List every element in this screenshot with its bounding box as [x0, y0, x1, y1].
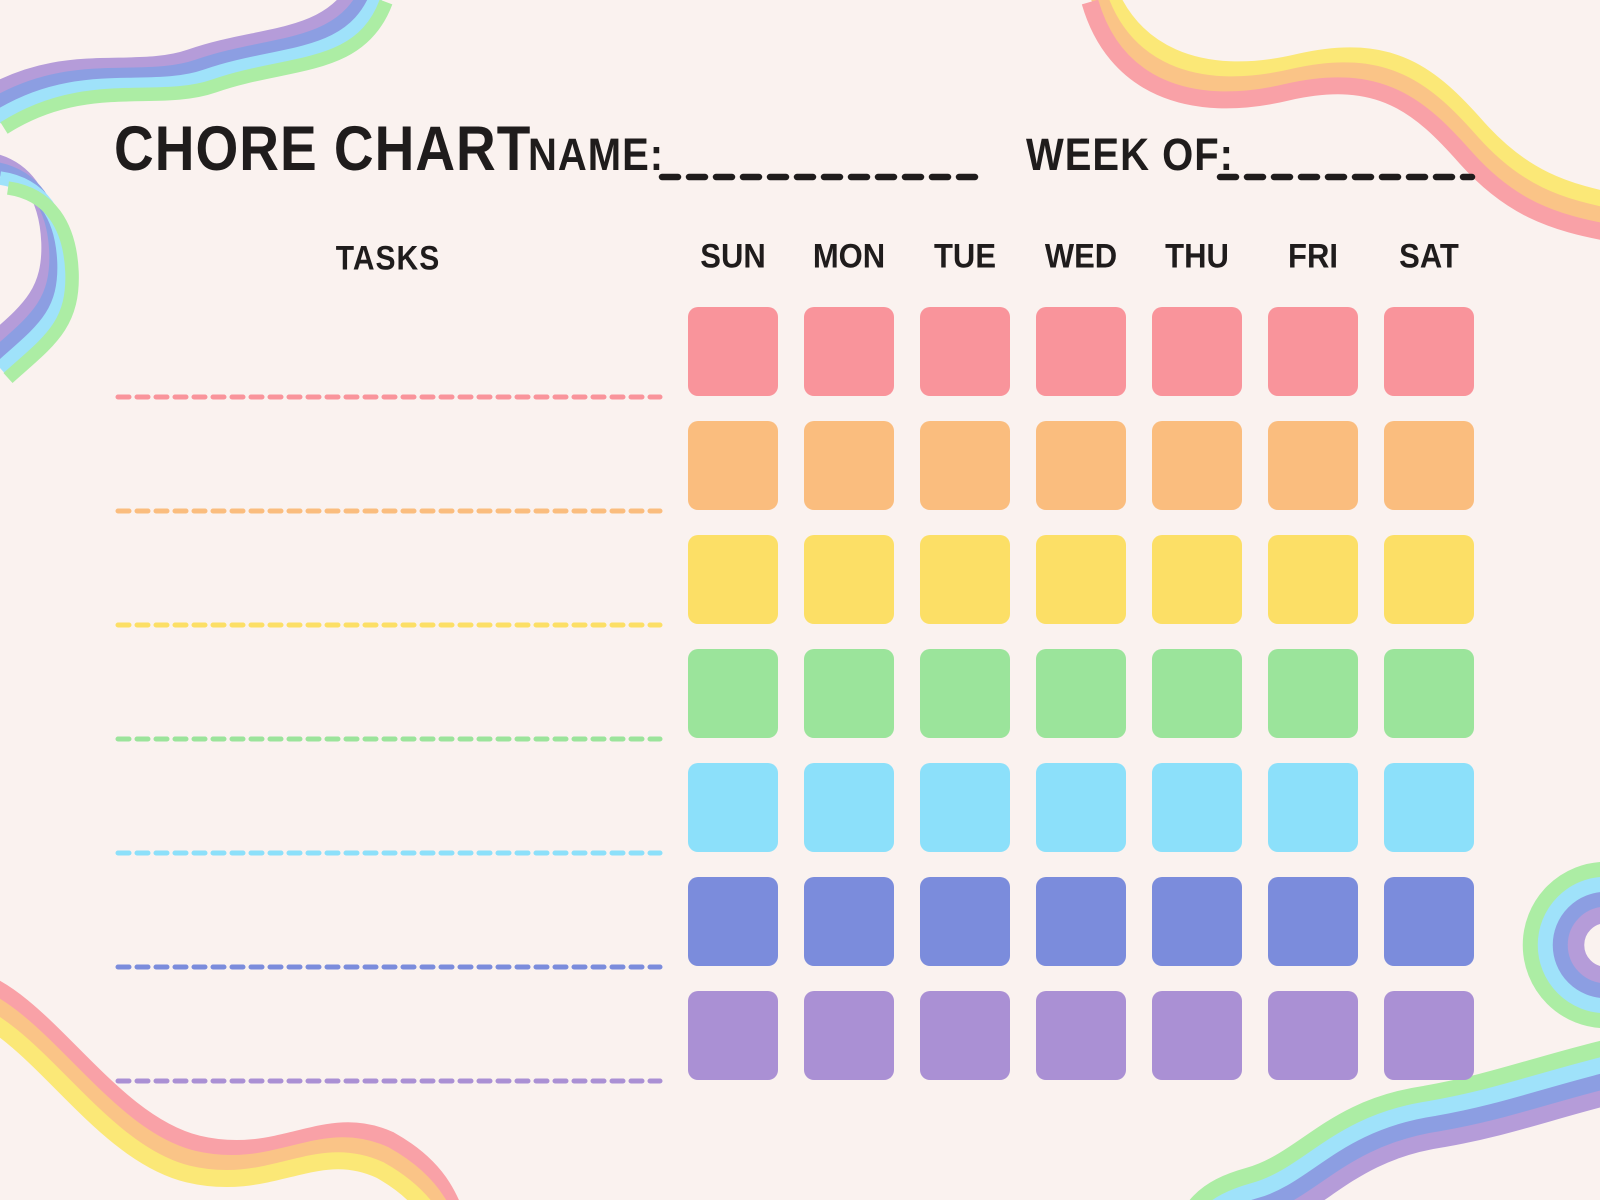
chore-grid [688, 307, 1474, 1080]
check-cell-orange-thu[interactable] [1152, 421, 1242, 510]
check-cell-orange-mon[interactable] [804, 421, 894, 510]
check-cell-red-sun[interactable] [688, 307, 778, 396]
check-cell-purple-mon[interactable] [804, 991, 894, 1080]
check-cell-yellow-tue[interactable] [920, 535, 1010, 624]
day-header-sat: SAT [1399, 236, 1459, 276]
check-cell-indigo-mon[interactable] [804, 877, 894, 966]
check-cell-sky-blue-sun[interactable] [688, 763, 778, 852]
check-cell-yellow-fri[interactable] [1268, 535, 1358, 624]
rainbow-ribbon-top-right [1081, 0, 1600, 240]
rainbow-ribbon-bottom-right [1189, 861, 1600, 1200]
check-cell-purple-sat[interactable] [1384, 991, 1474, 1080]
check-cell-red-thu[interactable] [1152, 307, 1242, 396]
check-cell-yellow-mon[interactable] [804, 535, 894, 624]
check-cell-indigo-thu[interactable] [1152, 877, 1242, 966]
check-cell-indigo-sat[interactable] [1384, 877, 1474, 966]
check-cell-orange-tue[interactable] [920, 421, 1010, 510]
week-of-label: WEEK OF: [1026, 130, 1234, 181]
check-cell-indigo-tue[interactable] [920, 877, 1010, 966]
check-cell-sky-blue-thu[interactable] [1152, 763, 1242, 852]
check-cell-green-thu[interactable] [1152, 649, 1242, 738]
check-cell-green-sat[interactable] [1384, 649, 1474, 738]
check-cell-orange-sat[interactable] [1384, 421, 1474, 510]
check-cell-indigo-fri[interactable] [1268, 877, 1358, 966]
day-header-mon: MON [812, 236, 886, 276]
check-cell-red-tue[interactable] [920, 307, 1010, 396]
check-cell-red-wed[interactable] [1036, 307, 1126, 396]
check-cell-yellow-sun[interactable] [688, 535, 778, 624]
name-label: NAME: [528, 130, 665, 181]
check-cell-orange-sun[interactable] [688, 421, 778, 510]
page-title: CHORE CHART [114, 113, 532, 184]
check-cell-yellow-sat[interactable] [1384, 535, 1474, 624]
check-cell-green-wed[interactable] [1036, 649, 1126, 738]
check-cell-indigo-sun[interactable] [688, 877, 778, 966]
check-cell-purple-fri[interactable] [1268, 991, 1358, 1080]
check-cell-red-mon[interactable] [804, 307, 894, 396]
rainbow-ribbon-top-left [0, 0, 393, 384]
check-cell-green-sun[interactable] [688, 649, 778, 738]
check-cell-purple-wed[interactable] [1036, 991, 1126, 1080]
day-header-wed: WED [1044, 236, 1118, 276]
check-cell-red-fri[interactable] [1268, 307, 1358, 396]
check-cell-sky-blue-wed[interactable] [1036, 763, 1126, 852]
day-header-sun: SUN [700, 236, 766, 276]
check-cell-sky-blue-fri[interactable] [1268, 763, 1358, 852]
day-header-fri: FRI [1288, 236, 1338, 276]
day-header-thu: THU [1165, 236, 1229, 276]
check-cell-sky-blue-mon[interactable] [804, 763, 894, 852]
check-cell-yellow-wed[interactable] [1036, 535, 1126, 624]
check-cell-purple-thu[interactable] [1152, 991, 1242, 1080]
rainbow-ribbon-bottom-left [0, 981, 459, 1200]
check-cell-sky-blue-sat[interactable] [1384, 763, 1474, 852]
check-cell-yellow-thu[interactable] [1152, 535, 1242, 624]
day-header-row: SUN MON TUE WED THU FRI SAT [688, 236, 1474, 275]
task-lines [115, 394, 663, 1084]
tasks-column-header: TASKS [335, 240, 441, 278]
check-cell-green-mon[interactable] [804, 649, 894, 738]
check-cell-indigo-wed[interactable] [1036, 877, 1126, 966]
check-cell-sky-blue-tue[interactable] [920, 763, 1010, 852]
check-cell-red-sat[interactable] [1384, 307, 1474, 396]
check-cell-green-tue[interactable] [920, 649, 1010, 738]
check-cell-orange-wed[interactable] [1036, 421, 1126, 510]
check-cell-purple-tue[interactable] [920, 991, 1010, 1080]
day-header-tue: TUE [934, 236, 996, 276]
check-cell-purple-sun[interactable] [688, 991, 778, 1080]
check-cell-orange-fri[interactable] [1268, 421, 1358, 510]
check-cell-green-fri[interactable] [1268, 649, 1358, 738]
